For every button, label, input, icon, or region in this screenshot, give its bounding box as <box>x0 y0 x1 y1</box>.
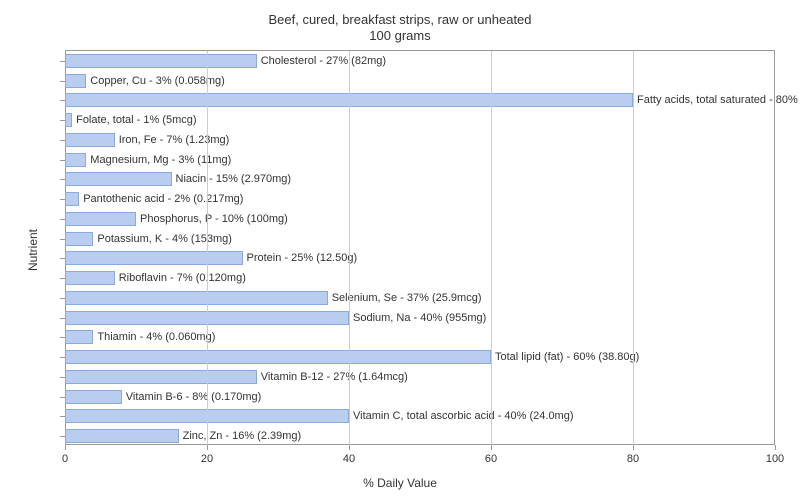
bars-area: Cholesterol - 27% (82mg) Copper, Cu - 3% … <box>65 51 774 445</box>
y-tick <box>60 318 65 319</box>
gridline <box>633 51 634 445</box>
x-tick-label: 80 <box>627 453 639 465</box>
y-tick <box>60 397 65 398</box>
bar-label: Niacin - 15% (2.970mg) <box>172 173 292 185</box>
bar-label: Potassium, K - 4% (153mg) <box>93 233 232 245</box>
y-tick <box>60 377 65 378</box>
nutrient-bar <box>65 133 115 147</box>
bar-label: Thiamin - 4% (0.060mg) <box>93 331 215 343</box>
bar-label: Copper, Cu - 3% (0.058mg) <box>86 75 225 87</box>
y-tick <box>60 179 65 180</box>
bar-row: Phosphorus, P - 10% (100mg) <box>65 212 774 226</box>
x-tick <box>491 445 492 450</box>
bar-label: Iron, Fe - 7% (1.23mg) <box>115 134 230 146</box>
nutrient-bar <box>65 370 257 384</box>
x-tick <box>349 445 350 450</box>
bar-label: Protein - 25% (12.50g) <box>243 252 358 264</box>
bar-label: Sodium, Na - 40% (955mg) <box>349 312 486 324</box>
bar-row: Niacin - 15% (2.970mg) <box>65 172 774 186</box>
y-tick <box>60 239 65 240</box>
bar-row: Thiamin - 4% (0.060mg) <box>65 330 774 344</box>
nutrient-bar <box>65 172 172 186</box>
bar-row: Vitamin B-12 - 27% (1.64mcg) <box>65 370 774 384</box>
x-tick <box>207 445 208 450</box>
bar-label: Zinc, Zn - 16% (2.39mg) <box>179 430 302 442</box>
y-axis-label: Nutrient <box>26 229 40 271</box>
nutrient-bar <box>65 390 122 404</box>
nutrient-bar <box>65 330 93 344</box>
nutrient-bar <box>65 271 115 285</box>
y-tick <box>60 436 65 437</box>
bar-row: Selenium, Se - 37% (25.9mcg) <box>65 291 774 305</box>
y-tick <box>60 258 65 259</box>
x-tick-label: 20 <box>201 453 213 465</box>
bar-row: Iron, Fe - 7% (1.23mg) <box>65 133 774 147</box>
bar-label: Total lipid (fat) - 60% (38.80g) <box>491 351 639 363</box>
y-tick <box>60 81 65 82</box>
nutrient-bar <box>65 54 257 68</box>
bar-row: Protein - 25% (12.50g) <box>65 251 774 265</box>
y-tick <box>60 140 65 141</box>
bar-row: Zinc, Zn - 16% (2.39mg) <box>65 429 774 443</box>
bar-row: Sodium, Na - 40% (955mg) <box>65 311 774 325</box>
bar-row: Fatty acids, total saturated - 80% (15.9… <box>65 93 774 107</box>
bar-label: Folate, total - 1% (5mcg) <box>72 114 196 126</box>
bar-row: Cholesterol - 27% (82mg) <box>65 54 774 68</box>
gridline <box>349 51 350 445</box>
bar-row: Potassium, K - 4% (153mg) <box>65 232 774 246</box>
nutrient-bar <box>65 429 179 443</box>
y-tick <box>60 278 65 279</box>
y-tick <box>60 416 65 417</box>
x-tick-label: 100 <box>766 453 784 465</box>
x-tick <box>65 445 66 450</box>
bar-row: Riboflavin - 7% (0.120mg) <box>65 271 774 285</box>
bar-row: Copper, Cu - 3% (0.058mg) <box>65 74 774 88</box>
x-tick-label: 40 <box>343 453 355 465</box>
gridline <box>491 51 492 445</box>
bar-row: Total lipid (fat) - 60% (38.80g) <box>65 350 774 364</box>
gridline <box>207 51 208 445</box>
y-tick <box>60 199 65 200</box>
bar-label: Pantothenic acid - 2% (0.217mg) <box>79 193 243 205</box>
y-tick <box>60 100 65 101</box>
nutrient-bar <box>65 232 93 246</box>
nutrient-bar <box>65 212 136 226</box>
bar-label: Magnesium, Mg - 3% (11mg) <box>86 154 231 166</box>
y-tick <box>60 160 65 161</box>
bar-label: Phosphorus, P - 10% (100mg) <box>136 213 288 225</box>
y-tick <box>60 337 65 338</box>
chart-title: Beef, cured, breakfast strips, raw or un… <box>0 12 800 27</box>
x-tick <box>633 445 634 450</box>
y-tick <box>60 61 65 62</box>
x-tick <box>775 445 776 450</box>
nutrient-bar <box>65 74 86 88</box>
y-tick <box>60 298 65 299</box>
bar-label: Fatty acids, total saturated - 80% (15.9… <box>633 94 800 106</box>
x-tick-label: 60 <box>485 453 497 465</box>
bar-label: Riboflavin - 7% (0.120mg) <box>115 272 246 284</box>
bar-row: Folate, total - 1% (5mcg) <box>65 113 774 127</box>
bar-label: Cholesterol - 27% (82mg) <box>257 55 386 67</box>
nutrient-bar <box>65 291 328 305</box>
bar-row: Vitamin C, total ascorbic acid - 40% (24… <box>65 409 774 423</box>
nutrient-bar <box>65 350 491 364</box>
nutrient-bar <box>65 113 72 127</box>
bar-row: Vitamin B-6 - 8% (0.170mg) <box>65 390 774 404</box>
y-tick <box>60 219 65 220</box>
bar-row: Pantothenic acid - 2% (0.217mg) <box>65 192 774 206</box>
nutrient-bar <box>65 192 79 206</box>
nutrient-bar <box>65 153 86 167</box>
chart-subtitle: 100 grams <box>0 28 800 43</box>
bar-label: Vitamin B-6 - 8% (0.170mg) <box>122 391 262 403</box>
x-tick-label: 0 <box>62 453 68 465</box>
y-tick <box>60 357 65 358</box>
y-tick <box>60 120 65 121</box>
nutrient-bar <box>65 251 243 265</box>
bar-label: Selenium, Se - 37% (25.9mcg) <box>328 292 482 304</box>
bar-label: Vitamin C, total ascorbic acid - 40% (24… <box>349 410 574 422</box>
bar-row: Magnesium, Mg - 3% (11mg) <box>65 153 774 167</box>
chart-plot-area: Cholesterol - 27% (82mg) Copper, Cu - 3% … <box>65 50 775 445</box>
x-axis-label: % Daily Value <box>0 476 800 490</box>
bar-label: Vitamin B-12 - 27% (1.64mcg) <box>257 371 408 383</box>
